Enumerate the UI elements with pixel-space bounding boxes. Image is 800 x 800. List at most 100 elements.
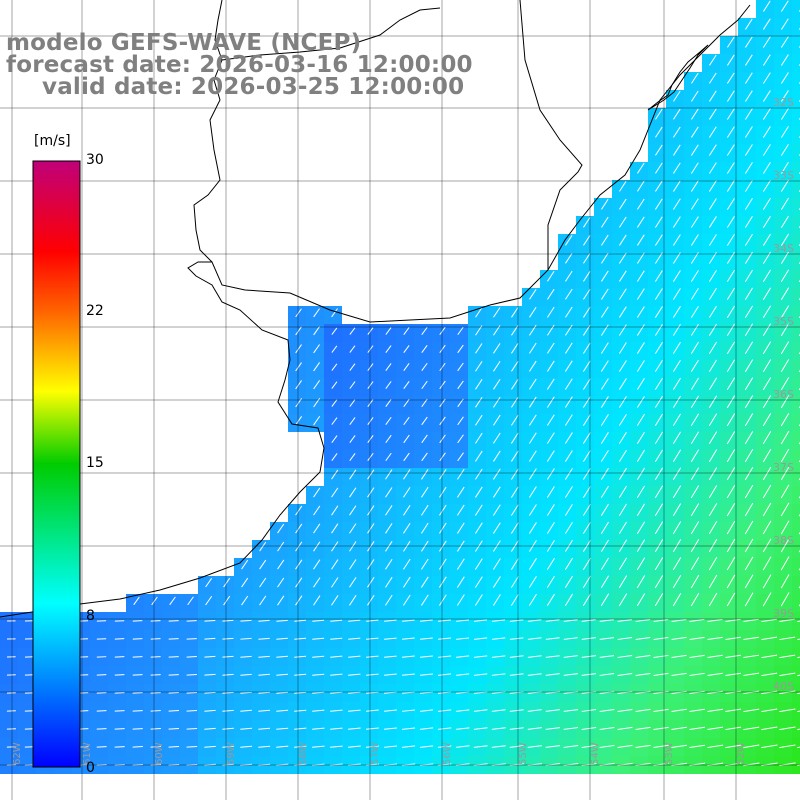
wind-arrow — [708, 449, 718, 463]
wind-arrow — [403, 380, 410, 390]
wind-arrow — [726, 287, 735, 300]
wind-arrow — [780, 54, 789, 66]
wind-arrow — [690, 377, 700, 390]
wind-arrow — [691, 126, 699, 138]
wind-arrow — [636, 306, 645, 318]
wind-arrow — [653, 618, 669, 622]
wind-arrow — [528, 468, 537, 480]
wind-cell — [792, 54, 800, 72]
wind-arrow — [654, 539, 664, 553]
wind-arrow — [545, 655, 560, 658]
wind-arrow — [581, 637, 596, 640]
wind-arrow — [744, 108, 753, 120]
lat-label: 40S — [773, 680, 794, 693]
wind-arrow — [439, 504, 447, 516]
wind-arrow — [331, 308, 338, 318]
wind-arrow — [689, 654, 705, 658]
wind-arrow — [492, 576, 501, 588]
wind-arrow — [331, 541, 339, 552]
wind-arrow — [132, 728, 143, 730]
wind-arrow — [457, 434, 464, 444]
wind-arrow — [421, 380, 428, 390]
wind-arrow — [672, 575, 682, 589]
wind-arrow — [367, 505, 375, 516]
wind-arrow — [509, 673, 524, 676]
wind-arrow — [780, 18, 789, 30]
coastline — [0, 4, 751, 618]
wind-arrow — [637, 180, 645, 192]
wind-arrow — [780, 556, 790, 571]
wind-arrow — [780, 305, 790, 319]
wind-arrow — [491, 709, 506, 712]
wind-arrow — [636, 378, 645, 390]
wind-arrow — [457, 486, 465, 498]
wind-arrow — [673, 126, 681, 138]
wind-arrow — [545, 727, 561, 730]
wind-arrow — [582, 432, 591, 444]
title-forecast-date: forecast date: 2026-03-16 12:00:00 — [6, 52, 473, 78]
wind-arrow — [726, 467, 736, 481]
wind-arrow — [599, 744, 615, 748]
wind-arrow — [654, 557, 664, 571]
wind-arrow — [743, 654, 760, 659]
wind-arrow — [150, 764, 162, 766]
lon-label: 61W — [82, 742, 93, 765]
wind-arrow — [421, 576, 429, 588]
wind-arrow — [779, 744, 796, 749]
wind-arrow — [367, 363, 374, 371]
wind-arrow — [653, 672, 669, 676]
wind-arrow — [384, 709, 397, 712]
wind-arrow — [473, 691, 488, 694]
wind-arrow — [564, 539, 573, 552]
colorbar-gradient — [32, 160, 81, 768]
wind-arrow — [439, 416, 446, 426]
wind-arrow — [725, 618, 741, 623]
wind-arrow — [655, 198, 663, 210]
wind-cell — [792, 306, 800, 324]
wind-arrow — [780, 484, 790, 499]
wind-arrow — [654, 503, 664, 517]
wind-arrow — [673, 108, 681, 120]
wind-arrow — [367, 577, 375, 588]
wind-arrow — [654, 467, 664, 481]
wind-arrow — [492, 540, 501, 552]
wind-arrow — [276, 619, 288, 622]
wind-arrow — [547, 324, 555, 336]
wind-arrow — [546, 432, 555, 444]
wind-arrow — [653, 636, 669, 640]
wind-cell — [792, 450, 800, 468]
wind-cell — [792, 738, 800, 756]
wind-arrow — [367, 417, 374, 425]
wind-arrow — [348, 745, 361, 748]
wind-arrow — [600, 324, 609, 336]
wind-arrow — [636, 342, 645, 354]
wind-arrow — [708, 520, 718, 535]
wind-arrow — [672, 592, 682, 607]
wind-arrow — [581, 709, 597, 712]
wind-arrow — [403, 576, 411, 588]
wind-cell — [792, 720, 800, 738]
wind-arrow — [187, 596, 194, 606]
wind-cell — [792, 18, 800, 36]
wind-arrow — [527, 655, 542, 658]
wind-arrow — [331, 559, 339, 570]
wind-arrow — [635, 654, 651, 658]
wind-arrow — [564, 414, 573, 426]
wind-arrow — [744, 449, 754, 463]
wind-arrow — [779, 726, 796, 731]
wind-arrow — [295, 505, 303, 516]
wind-arrow — [636, 234, 645, 246]
wind-arrow — [330, 673, 343, 676]
wind-arrow — [744, 162, 753, 174]
wind-arrow — [366, 709, 379, 712]
wind-arrow — [762, 377, 772, 391]
wind-arrow — [547, 306, 555, 318]
wind-arrow — [709, 90, 717, 102]
wind-arrow — [493, 432, 501, 444]
wind-arrow — [457, 398, 464, 408]
wind-arrow — [619, 198, 627, 210]
wind-arrow — [689, 636, 705, 640]
wind-arrow — [780, 90, 789, 102]
wind-arrow — [708, 341, 718, 354]
wind-arrow — [600, 342, 609, 354]
